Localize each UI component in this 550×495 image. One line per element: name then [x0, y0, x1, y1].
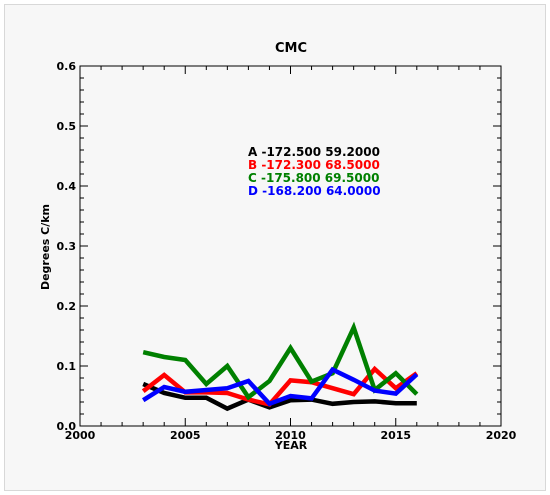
y-tick-label: 0.0 [57, 420, 77, 433]
legend-entry-a: A -172.500 59.2000 [248, 145, 380, 159]
series-line-d [142, 366, 419, 407]
x-axis-title: YEAR [274, 439, 308, 452]
legend-entry-b: B -172.300 68.5000 [248, 158, 380, 172]
x-tick-label: 2010 [275, 429, 306, 442]
x-tick-label: 2005 [170, 429, 201, 442]
chart-title: CMC [275, 41, 307, 56]
y-tick-label: 0.4 [57, 180, 77, 193]
y-tick-label: 0.3 [57, 240, 77, 253]
y-axis-title: Degrees C/km [39, 204, 52, 290]
series-line-c [142, 321, 419, 401]
axis-ticks: 2000 2005 2010 2015 2020 0.0 0.1 0.2 0.3 0.4 0.5 0.… [57, 60, 517, 442]
legend-entry-c: C -175.800 69.5000 [248, 171, 379, 185]
x-tick-label: 2020 [486, 429, 517, 442]
y-tick-label: 0.1 [57, 360, 77, 373]
figure-frame: CMC 2000 2005 2010 2015 2020 0.0 0.1 0.2 0.3 0.4 0… [4, 4, 546, 491]
y-tick-label: 0.5 [57, 120, 77, 133]
plot-area-border [79, 65, 502, 427]
line-chart: CMC 2000 2005 2010 2015 2020 0.0 0.1 0.2 0.3 0.4 0… [39, 41, 517, 452]
x-tick-label: 2015 [380, 429, 411, 442]
legend-entry-d: D -168.200 64.0000 [248, 184, 381, 198]
y-tick-label: 0.6 [57, 60, 77, 73]
y-tick-label: 0.2 [57, 300, 77, 313]
x-tick-label: 2000 [65, 429, 96, 442]
series-lines [141, 321, 419, 412]
series-line-a [142, 381, 417, 412]
